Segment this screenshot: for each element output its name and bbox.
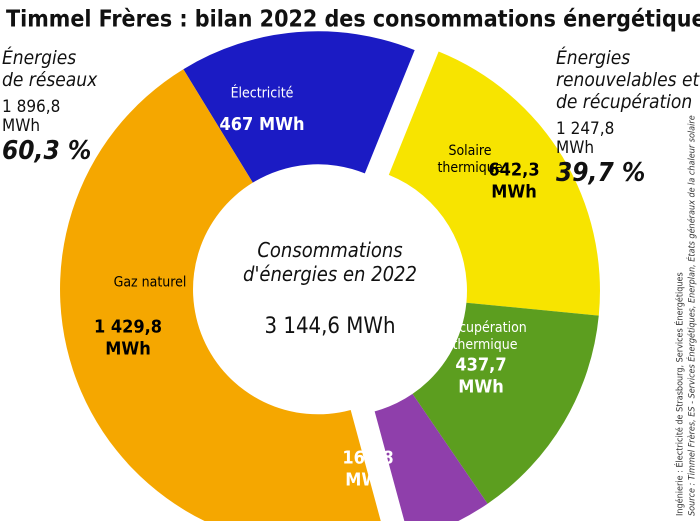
group-name: Énergies renouvelables et de récupératio… — [556, 47, 700, 113]
slice-name: Électricité — [230, 85, 294, 102]
center-total: 3 144,6 MWh — [264, 313, 396, 339]
group-name: Énergies de réseaux — [2, 47, 98, 91]
slice-name: Récupération thermique — [443, 320, 527, 353]
donut-slice — [60, 69, 381, 521]
source-note: Source : Timmel Frères, ES - Services Én… — [686, 115, 698, 516]
slice-name: Solaire thermique — [437, 143, 503, 176]
slice-value: 467 MWh — [219, 114, 305, 136]
donut-slice — [388, 51, 600, 316]
group-total: 1 896,8 MWh — [2, 96, 61, 137]
slice-name: Électricité PV — [324, 385, 408, 402]
center-label: Consommations d'énergies en 2022 — [243, 238, 417, 286]
donut-slice — [412, 302, 599, 504]
group-share: 39,7 % — [556, 157, 646, 188]
group-share: 60,3 % — [2, 135, 92, 166]
slice-value: 437,7 MWh — [455, 354, 507, 397]
slice-value: 642,3 MWh — [488, 159, 540, 202]
slice-value: 1 429,8 MWh — [93, 316, 163, 359]
chart-title: Timmel Frères : bilan 2022 des consommat… — [6, 7, 700, 33]
group-label: Énergies de réseaux 1 896,8 MWh 60,3 % — [2, 47, 102, 167]
slice-value: 167,8 MWh — [342, 447, 394, 490]
donut-slice — [183, 31, 415, 183]
source-note: Ingénierie : Électricité de Strasbourg, … — [674, 272, 686, 516]
group-total: 1 247,8 MWh — [556, 118, 615, 159]
group-label: Énergies renouvelables et de récupératio… — [556, 47, 700, 189]
slice-name: Gaz naturel — [113, 274, 187, 291]
donut-slice — [374, 393, 488, 521]
